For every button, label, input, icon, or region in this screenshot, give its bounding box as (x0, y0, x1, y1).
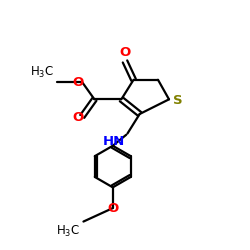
Text: O: O (72, 76, 84, 89)
Text: S: S (174, 94, 183, 107)
Text: O: O (72, 111, 84, 124)
Text: H$_3$C: H$_3$C (30, 65, 54, 80)
Text: O: O (120, 46, 130, 59)
Text: H$_3$C: H$_3$C (56, 224, 80, 238)
Text: O: O (107, 202, 118, 214)
Text: HN: HN (103, 134, 126, 147)
